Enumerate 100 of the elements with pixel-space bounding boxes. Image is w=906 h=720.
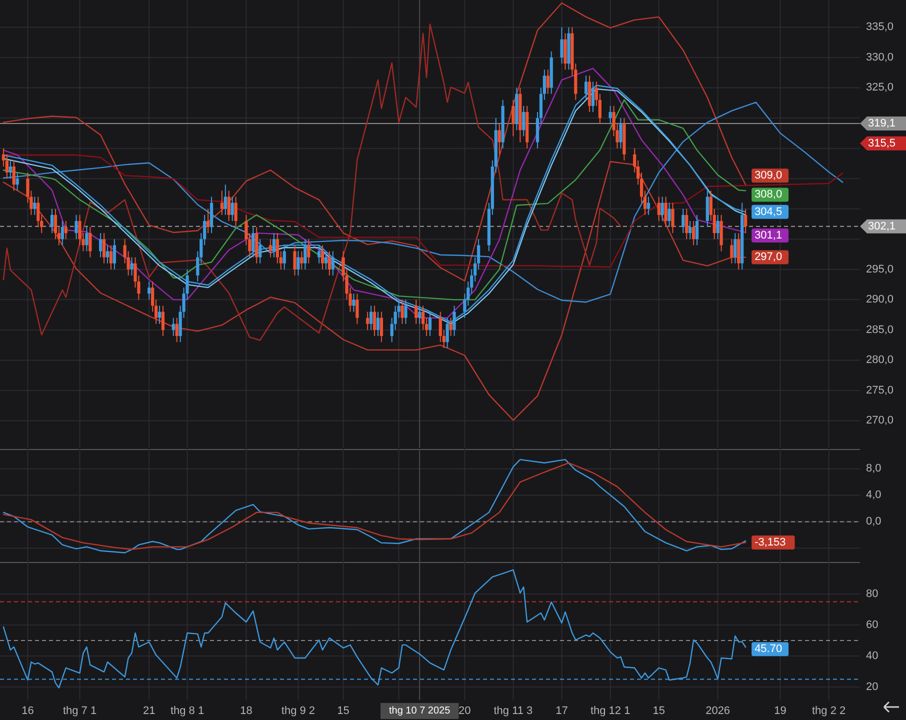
candlestick (668, 202, 671, 228)
candlestick (16, 172, 19, 192)
candlestick (320, 244, 324, 270)
candlestick (74, 214, 78, 240)
ref-line-label: 319,1 (868, 117, 896, 130)
candlestick (366, 311, 370, 330)
candlestick (64, 220, 68, 240)
candlestick (88, 226, 92, 258)
candlestick (331, 250, 334, 276)
candlestick (380, 311, 384, 343)
candlestick (227, 190, 230, 222)
y-tick-label: 275,0 (866, 384, 894, 396)
candlestick (671, 202, 674, 234)
candlestick (307, 238, 310, 264)
ref-line-label: thg 10 7 2025 (389, 706, 451, 717)
candlestick (268, 238, 272, 258)
y-tick-label: 330,0 (866, 51, 894, 64)
y-tick-label: 325,0 (866, 82, 894, 94)
candlestick (522, 105, 526, 137)
x-tick-label: thg 11 3 (494, 704, 533, 717)
candlestick (33, 196, 36, 216)
x-tick-label: 16 (22, 704, 34, 717)
y-tick-label: 335,0 (866, 21, 894, 34)
candlestick (148, 281, 151, 300)
y-tick-label: 280,0 (866, 354, 894, 366)
candlestick (252, 226, 255, 258)
candlestick (106, 244, 110, 264)
x-tick-label: thg 9 2 (281, 704, 316, 717)
candlestick (258, 238, 262, 264)
candlestick (546, 69, 550, 94)
candlestick (300, 250, 304, 270)
candlestick (304, 238, 307, 270)
candlestick (272, 232, 276, 258)
candlestick (356, 293, 359, 324)
candlestick (161, 305, 165, 336)
y-tick-label: 40 (866, 650, 878, 662)
ref-line-label: 302,1 (868, 220, 896, 232)
candlestick (646, 196, 650, 216)
candlestick (660, 196, 664, 222)
y-tick-label: 295,0 (866, 263, 894, 276)
x-tick-label: thg 7 1 (62, 704, 97, 717)
x-tick-label: thg 2 2 (812, 704, 846, 717)
candlestick (220, 190, 224, 216)
date-tag: thg 10 7 2025 (380, 703, 459, 719)
x-tick-label: thg 8 1 (170, 704, 204, 717)
price-tag: 45.70 (752, 642, 789, 656)
candlestick (414, 299, 418, 324)
candlestick (102, 232, 106, 264)
candlestick (293, 244, 296, 276)
candlestick (317, 244, 321, 264)
candlestick (224, 184, 227, 216)
candlestick (99, 232, 102, 258)
x-tick-label: 15 (652, 704, 665, 717)
candlestick (369, 305, 373, 330)
candlestick (172, 317, 175, 336)
candlestick (695, 214, 699, 246)
line-series (2, 154, 844, 268)
candlestick (60, 220, 64, 246)
y-tick-label: 60 (866, 618, 878, 631)
candlestick (324, 250, 328, 270)
y-tick-label: 4,0 (866, 489, 882, 502)
price-tag: 297,0 (752, 250, 789, 264)
candlestick (234, 196, 238, 228)
data-label: 297,0 (754, 251, 782, 264)
candlestick (50, 208, 54, 234)
candlestick (109, 244, 113, 270)
candlestick (112, 238, 116, 270)
price-tag: 304,5 (752, 204, 789, 219)
y-tick-label: 285,0 (866, 324, 894, 336)
candlestick (716, 214, 720, 240)
candlestick (296, 250, 300, 276)
candlestick (512, 99, 515, 137)
y-tick-label: 0,0 (866, 516, 882, 528)
y-tick-label: 20 (866, 680, 878, 693)
y-tick-label: 270,0 (866, 414, 894, 427)
price-tag: 319,1 (860, 116, 906, 130)
candlestick (685, 208, 688, 240)
candlestick (12, 160, 16, 192)
candlestick (657, 196, 660, 222)
candlestick (206, 208, 210, 234)
candlestick (664, 196, 668, 228)
data-label: 45.70 (754, 643, 782, 656)
candlestick (282, 244, 286, 270)
y-tick-label: 290,0 (866, 294, 894, 306)
candlestick (372, 305, 376, 336)
price-tag: 301,1 (752, 228, 789, 242)
candlestick (608, 105, 612, 125)
candlestick (328, 250, 331, 276)
data-label: 309,0 (754, 170, 782, 182)
candlestick (734, 232, 737, 264)
x-tick-label: 2026 (706, 704, 730, 717)
candlestick (158, 305, 162, 324)
price-tag: 309,0 (752, 168, 789, 183)
x-tick-label: 20 (458, 704, 471, 717)
candlestick (692, 220, 696, 246)
candlestick (130, 256, 134, 276)
x-tick-label: 17 (556, 704, 568, 717)
line-series (2, 24, 622, 341)
x-tick-label: 21 (142, 704, 156, 717)
candlestick (376, 311, 380, 336)
